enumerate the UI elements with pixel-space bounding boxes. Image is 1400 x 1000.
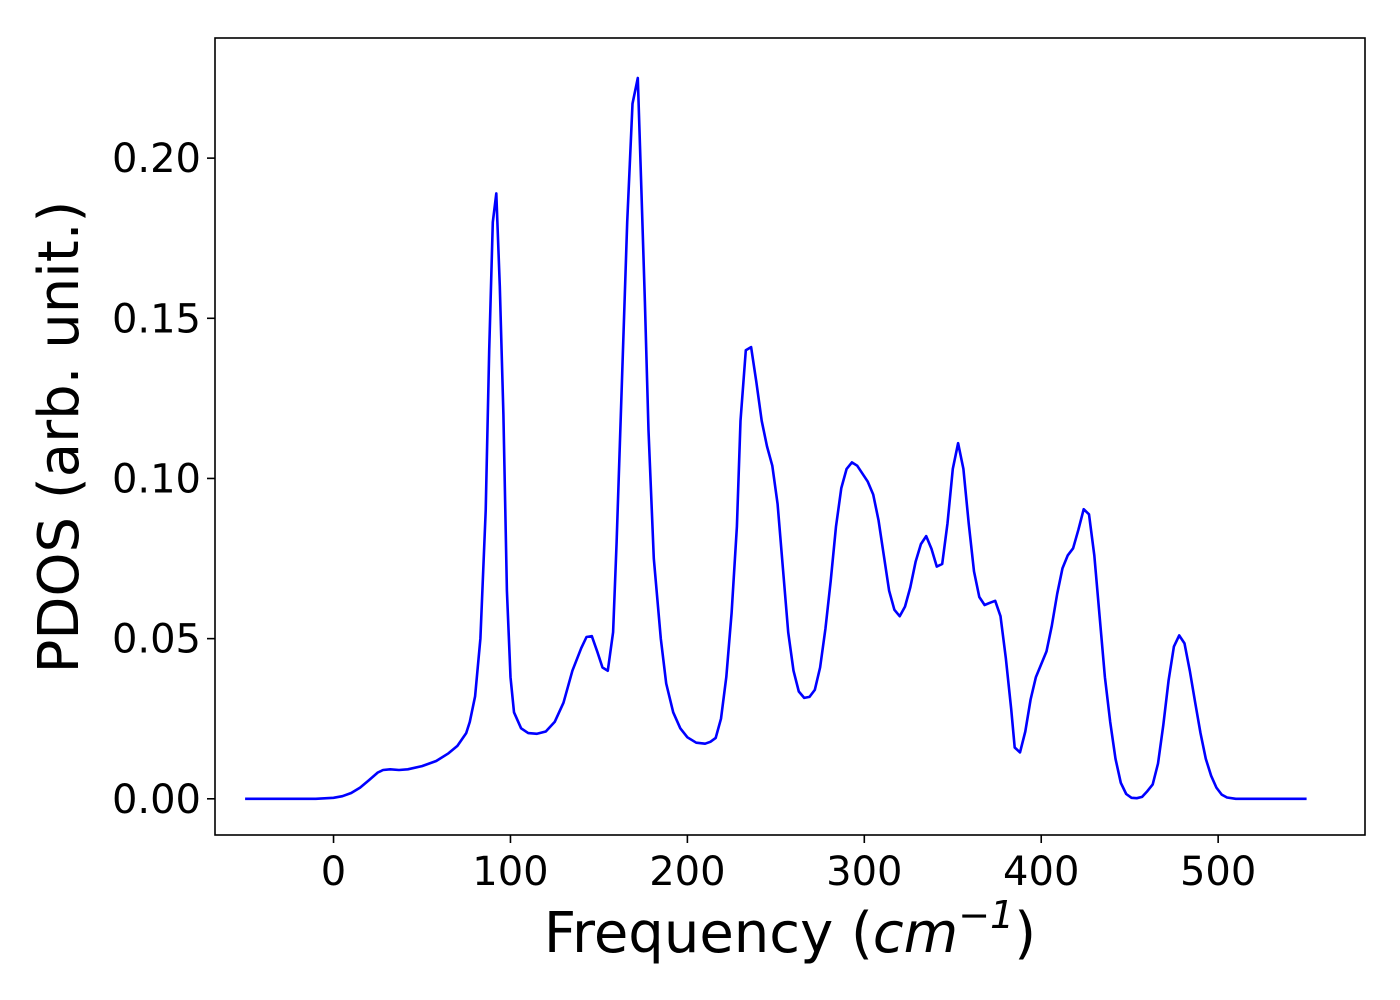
x-tick-label: 100	[472, 849, 548, 895]
pdos-series-line	[245, 76, 1307, 801]
plot-frame	[214, 37, 1366, 836]
y-axis-label: PDOS (arb. unit.)	[27, 201, 92, 674]
x-tick-label: 500	[1180, 849, 1256, 895]
y-tick-label: 0.20	[112, 136, 201, 182]
x-tick-label: 0	[321, 849, 346, 895]
x-tick-label: 400	[1003, 849, 1079, 895]
y-tick-label: 0.00	[112, 777, 201, 823]
y-tick-label: 0.15	[112, 296, 201, 342]
y-axis-ticks: 0.00 0.05 0.10 0.15 0.20	[112, 136, 215, 823]
x-tick-label: 200	[649, 849, 725, 895]
x-axis-ticks: 0 100 200 300 400 500	[321, 835, 1256, 895]
y-tick-label: 0.05	[112, 617, 201, 663]
y-tick-label: 0.10	[112, 456, 201, 502]
x-axis-label: Frequency (cm−1)	[544, 893, 1036, 966]
x-tick-label: 300	[826, 849, 902, 895]
